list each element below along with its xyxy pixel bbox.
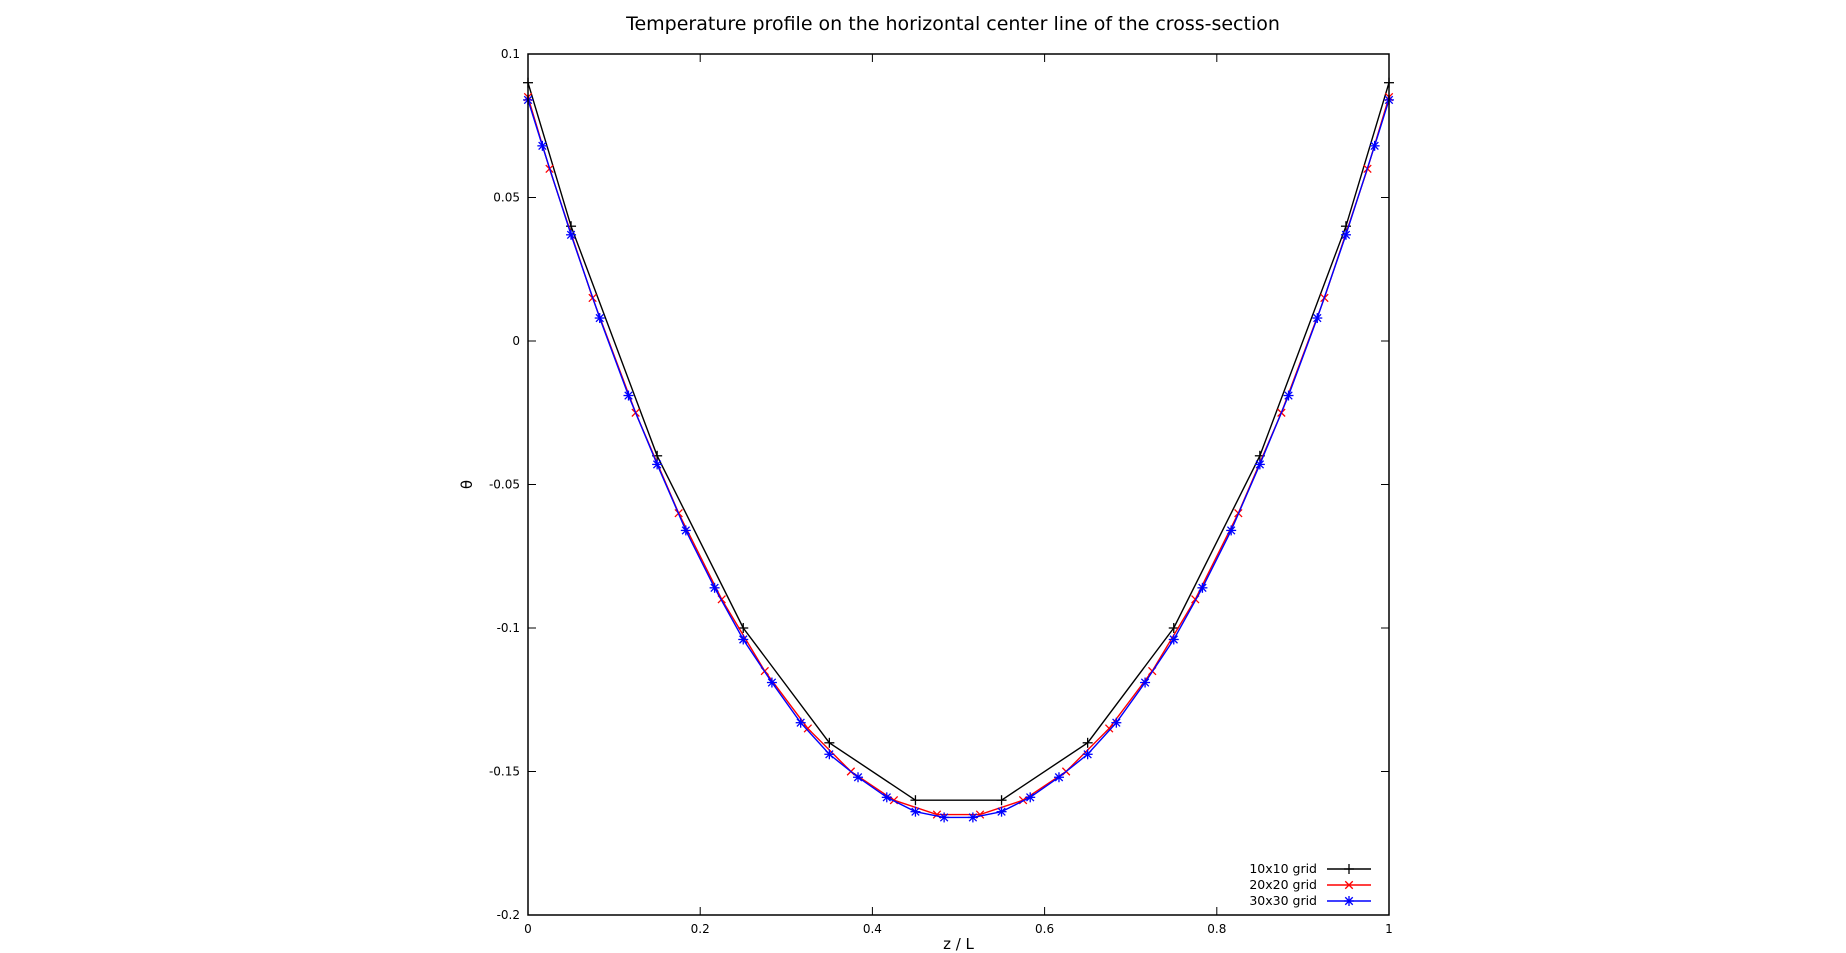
series-20x20-grid <box>523 92 1394 819</box>
data-point <box>1111 717 1122 728</box>
series-line <box>527 82 1390 801</box>
data-point <box>824 749 835 760</box>
x-tick-label: 1 <box>1385 922 1393 936</box>
x-tick-label: 0.8 <box>1207 922 1226 936</box>
data-point <box>766 677 777 688</box>
legend-marker <box>1344 880 1354 890</box>
data-point <box>1168 623 1179 633</box>
legend-entry: 10x10 grid <box>1249 861 1371 876</box>
legend-entry: 20x20 grid <box>1249 877 1371 892</box>
data-point <box>939 812 950 823</box>
data-point <box>1140 677 1151 688</box>
data-point <box>910 806 921 817</box>
data-point <box>1340 229 1351 240</box>
data-point <box>1082 749 1093 760</box>
data-point <box>1053 772 1064 783</box>
legend-entry: 30x30 grid <box>1249 893 1371 908</box>
chart-title: Temperature profile on the horizontal ce… <box>625 13 1280 35</box>
data-point <box>996 795 1007 806</box>
x-tick-label: 0 <box>524 922 532 936</box>
legend-marker <box>1344 896 1354 906</box>
data-point <box>996 806 1007 817</box>
data-point <box>652 459 663 470</box>
y-tick-label: 0 <box>512 334 520 348</box>
data-point <box>709 582 720 593</box>
data-point <box>1254 459 1265 470</box>
data-point <box>1369 140 1380 151</box>
data-point <box>795 717 806 728</box>
series-line <box>527 99 1390 819</box>
legend-label: 30x30 grid <box>1249 893 1317 908</box>
x-tick-label: 0.4 <box>863 922 882 936</box>
data-point <box>1168 634 1179 645</box>
data-point <box>824 737 835 748</box>
x-tick-label: 0.2 <box>691 922 710 936</box>
data-point <box>803 724 813 733</box>
series-10x10-grid <box>523 77 1394 806</box>
data-point <box>566 229 577 240</box>
series-30x30-grid <box>523 94 1394 823</box>
data-point <box>1082 737 1093 748</box>
y-tick-label: -0.1 <box>497 621 520 635</box>
data-point <box>853 772 864 783</box>
y-tick-label: -0.05 <box>489 478 520 492</box>
data-point <box>1283 390 1294 401</box>
data-point <box>1104 724 1114 733</box>
y-tick-label: -0.15 <box>489 765 520 779</box>
legend-marker <box>1344 864 1354 874</box>
data-point <box>537 140 548 151</box>
legend-label: 20x20 grid <box>1249 877 1317 892</box>
data-point <box>738 623 749 633</box>
y-tick-label: 0.1 <box>501 47 520 61</box>
x-tick-label: 0.6 <box>1035 922 1054 936</box>
data-point <box>881 792 892 803</box>
plot-frame <box>527 53 1390 916</box>
plot-area <box>523 77 1394 823</box>
data-point <box>623 390 634 401</box>
y-tick-label: -0.2 <box>497 908 520 922</box>
data-point <box>1025 792 1036 803</box>
data-point <box>1312 313 1323 324</box>
data-point <box>1197 582 1208 593</box>
data-point <box>738 634 749 645</box>
data-point <box>967 812 978 823</box>
data-point <box>910 795 921 806</box>
legend-label: 10x10 grid <box>1249 861 1317 876</box>
data-point <box>594 313 605 324</box>
x-axis-label: z / L <box>943 935 974 953</box>
y-tick-label: 0.05 <box>493 191 520 205</box>
data-point <box>1226 525 1237 536</box>
axis-ticks: 0 0.2 0.4 0.6 0.8 1 0.1 0.05 0 -0.05 -0.1 -0.15 -0.2 <box>489 47 1393 936</box>
y-axis-label: θ <box>458 480 476 489</box>
data-point <box>680 525 691 536</box>
